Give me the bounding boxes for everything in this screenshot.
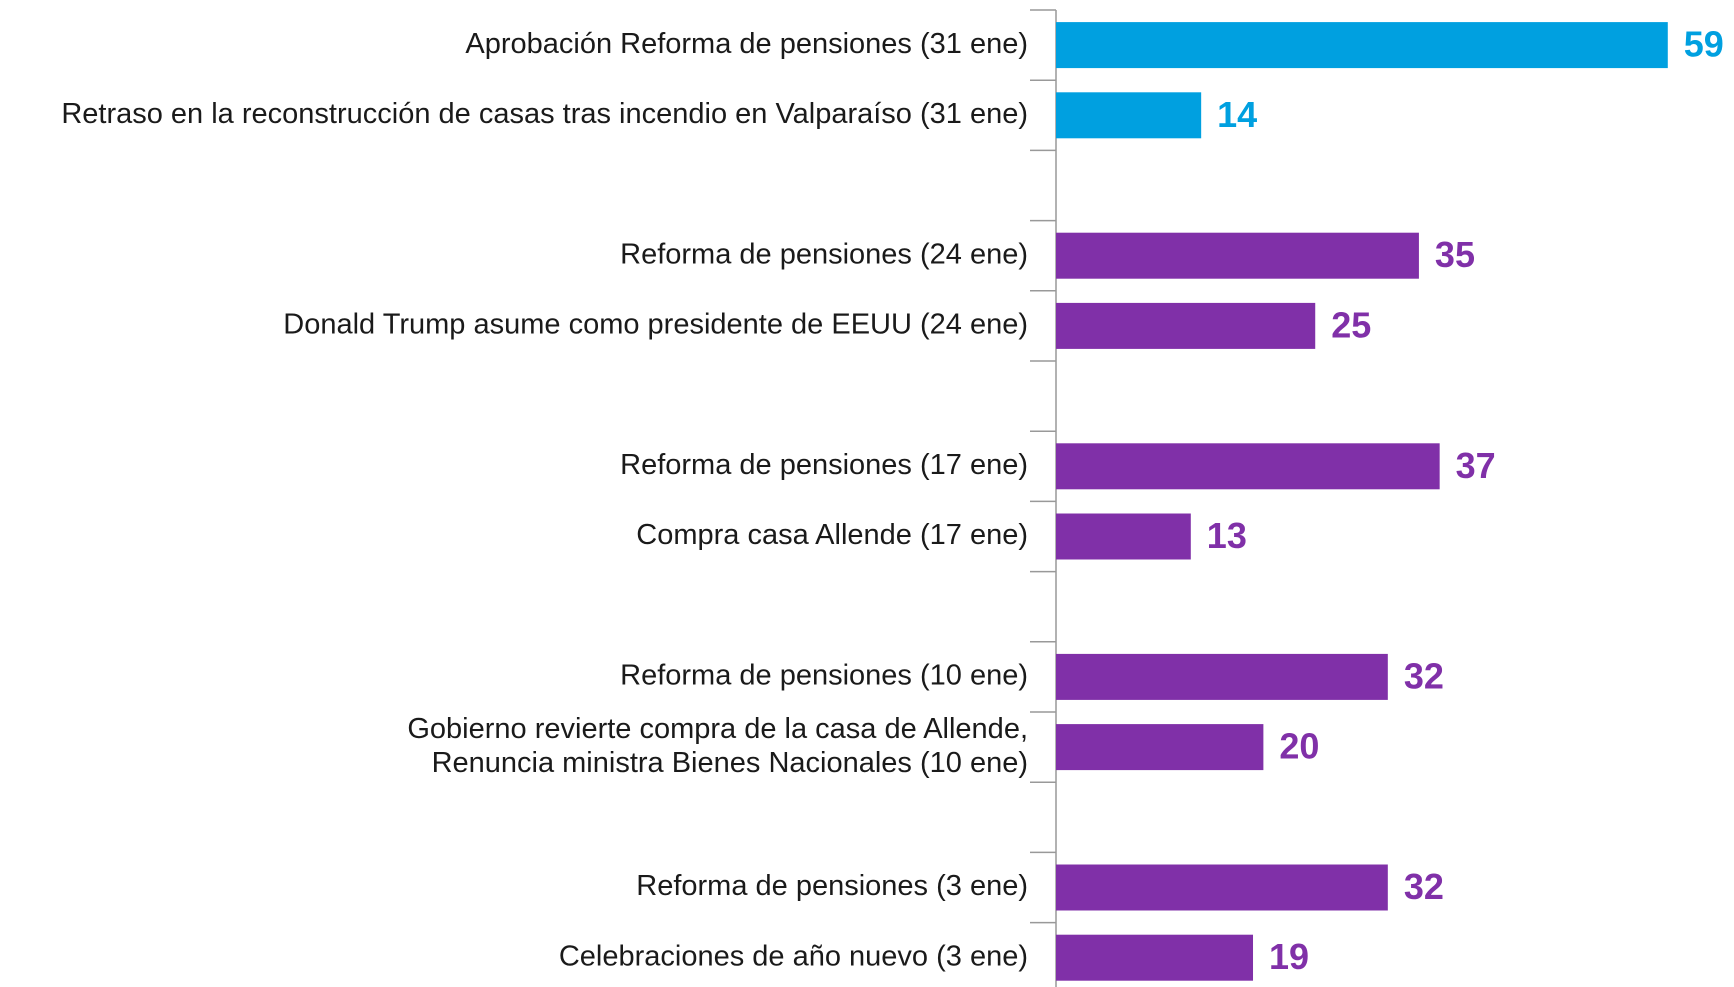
value-label: 13 (1207, 515, 1247, 556)
bar (1056, 934, 1254, 981)
value-label: 19 (1269, 936, 1309, 977)
category-label: Reforma de pensiones (10 ene) (620, 660, 1028, 692)
bar (1056, 724, 1264, 771)
bar (1056, 443, 1440, 490)
category-label: Gobierno revierte compra de la casa de A… (407, 713, 1028, 779)
category-label-line: Gobierno revierte compra de la casa de A… (407, 713, 1028, 745)
value-label: 35 (1435, 234, 1475, 275)
category-label: Reforma de pensiones (24 ene) (620, 238, 1028, 270)
bar (1056, 232, 1419, 279)
bar (1056, 653, 1388, 700)
value-label: 25 (1331, 304, 1371, 345)
category-label: Aprobación Reforma de pensiones (31 ene) (465, 28, 1028, 60)
bar (1056, 302, 1316, 349)
category-label: Celebraciones de año nuevo (3 ene) (559, 940, 1028, 972)
value-label: 32 (1404, 866, 1444, 907)
category-label: Reforma de pensiones (3 ene) (636, 870, 1028, 902)
value-label: 20 (1279, 726, 1319, 767)
value-label: 37 (1456, 445, 1496, 486)
category-label: Compra casa Allende (17 ene) (636, 519, 1028, 551)
category-label-line: Renuncia ministra Bienes Nacionales (10 … (432, 747, 1028, 779)
value-label: 32 (1404, 655, 1444, 696)
category-label: Retraso en la reconstrucción de casas tr… (61, 98, 1028, 130)
value-label: 14 (1217, 94, 1257, 135)
bar (1056, 864, 1388, 911)
value-label: 59 (1684, 24, 1724, 65)
bar (1056, 22, 1668, 69)
category-label: Donald Trump asume como presidente de EE… (283, 309, 1028, 341)
category-label: Reforma de pensiones (17 ene) (620, 449, 1028, 481)
bar (1056, 513, 1191, 560)
bar (1056, 92, 1202, 139)
